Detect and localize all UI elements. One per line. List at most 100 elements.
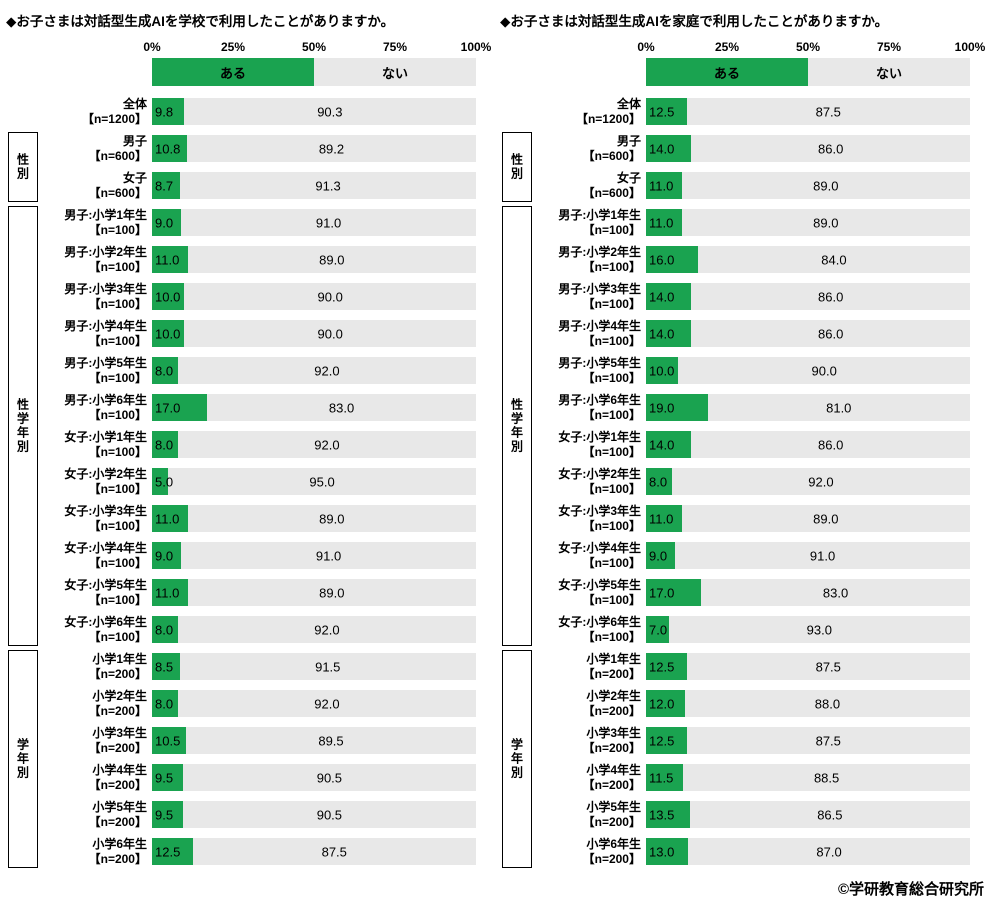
value-label-nai: 90.0 (317, 289, 343, 304)
bar: 19.0 81.0 (646, 394, 970, 421)
bar-segment-aru (152, 98, 184, 125)
value-label-aru: 14.0 (649, 289, 675, 304)
chart-row: 男子:小学1年生 【n=100】 11.0 89.0 (500, 204, 970, 241)
value-label-aru: 10.0 (155, 289, 181, 304)
value-label-nai: 86.0 (818, 326, 844, 341)
axis-row: 0% 25% 50% 75% 100% (6, 40, 491, 58)
bar-segment-aru (152, 616, 178, 643)
bar-segment-aru (152, 764, 183, 791)
bar: 9.5 90.5 (152, 801, 476, 828)
row-label: 男子:小学1年生 【n=100】 (64, 208, 147, 237)
legend-row: ある ない (500, 58, 970, 93)
value-label-nai: 86.0 (818, 141, 844, 156)
chart-row: 女子:小学3年生 【n=100】 11.0 89.0 (6, 500, 476, 537)
row-label: 男子:小学2年生 【n=100】 (64, 245, 147, 274)
bar-segment-aru (646, 98, 687, 125)
legend-row: ある ない (6, 58, 476, 93)
chart-row: 男子:小学3年生 【n=100】 10.0 90.0 (6, 278, 476, 315)
chart-row: 小学2年生 【n=200】 12.0 88.0 (500, 685, 970, 722)
bar-segment-aru (646, 468, 672, 495)
value-label-nai: 84.0 (821, 252, 847, 267)
bar-segment-aru (646, 431, 692, 458)
bar-segment-aru (646, 246, 698, 273)
row-label: 男子:小学2年生 【n=100】 (558, 245, 641, 274)
bar: 13.0 87.0 (646, 838, 970, 865)
value-label-nai: 87.0 (816, 844, 842, 859)
bar: 8.0 92.0 (152, 690, 476, 717)
bar-segment-aru (646, 172, 682, 199)
x-axis: 0% 25% 50% 75% 100% (143, 40, 491, 58)
legend-item-nai: ない (808, 58, 970, 86)
row-label: 男子:小学4年生 【n=100】 (64, 319, 147, 348)
chart-row: 女子:小学1年生 【n=100】 8.0 92.0 (6, 426, 476, 463)
bar: 12.5 87.5 (646, 727, 970, 754)
row-label: 男子 【n=600】 (582, 134, 641, 163)
chart-row: 小学6年生 【n=200】 13.0 87.0 (500, 833, 970, 870)
value-label-nai: 92.0 (314, 437, 340, 452)
bar: 12.0 88.0 (646, 690, 970, 717)
bar-segment-aru (152, 246, 188, 273)
value-label-aru: 8.0 (155, 622, 174, 637)
chart-row: 女子:小学1年生 【n=100】 14.0 86.0 (500, 426, 970, 463)
bar: 11.0 89.0 (152, 246, 476, 273)
axis-tick: 75% (382, 40, 408, 54)
axis-row: 0% 25% 50% 75% 100% (500, 40, 985, 58)
bar-segment-aru (646, 394, 708, 421)
value-label-aru: 11.0 (649, 215, 674, 230)
chart-row: 小学4年生 【n=200】 11.5 88.5 (500, 759, 970, 796)
value-label-nai: 91.0 (809, 548, 836, 563)
bar: 10.0 90.0 (646, 357, 970, 384)
row-label: 男子:小学3年生 【n=100】 (558, 282, 641, 311)
bar-segment-aru (152, 283, 185, 310)
bar-segment-aru (152, 357, 178, 384)
value-label-nai: 92.0 (314, 363, 340, 378)
chart-row: 男子:小学4年生 【n=100】 10.0 90.0 (6, 315, 476, 352)
bar-segment-aru (646, 505, 682, 532)
bar-segment-aru (646, 838, 689, 865)
chart-row: 男子:小学1年生 【n=100】 9.0 91.0 (6, 204, 476, 241)
row-label: 男子:小学5年生 【n=100】 (64, 356, 147, 385)
value-label-aru: 11.5 (649, 770, 674, 785)
bar-segment-aru (646, 690, 685, 717)
row-label: 女子:小学1年生 【n=100】 (558, 430, 641, 459)
value-label-aru: 8.0 (649, 474, 668, 489)
value-label-aru: 10.0 (649, 363, 675, 378)
bar: 10.0 90.0 (152, 320, 476, 347)
bar-segment-aru (152, 431, 178, 458)
group-bracket: 性学年別 (8, 206, 38, 646)
bar: 9.0 91.0 (152, 209, 476, 236)
value-label-aru: 8.0 (155, 363, 174, 378)
chart-row: 女子:小学6年生 【n=100】 7.0 93.0 (500, 611, 970, 648)
value-label-nai: 89.0 (813, 215, 839, 230)
value-label-nai: 89.0 (813, 511, 839, 526)
value-label-aru: 11.0 (649, 178, 674, 193)
row-label: 小学3年生 【n=200】 (582, 726, 641, 755)
value-label-nai: 89.2 (318, 141, 345, 156)
value-label-nai: 92.0 (808, 474, 834, 489)
row-label: 小学1年生 【n=200】 (582, 652, 641, 681)
chart-row: 男子 【n=600】 10.8 89.2 (6, 130, 476, 167)
value-label-aru: 9.0 (649, 548, 668, 563)
value-label-nai: 91.0 (315, 548, 342, 563)
chart-school: ◆お子さまは対話型生成AIを学校で利用したことがありますか。 0% 25% 50% 7… (6, 8, 491, 870)
group-bracket: 学年別 (502, 650, 532, 868)
bar: 9.8 90.3 (152, 98, 476, 125)
value-label-aru: 11.0 (155, 252, 180, 267)
value-label-aru: 11.0 (155, 511, 180, 526)
chart-row: 女子:小学5年生 【n=100】 11.0 89.0 (6, 574, 476, 611)
row-label: 女子:小学5年生 【n=100】 (64, 578, 147, 607)
chart-row: 女子 【n=600】 8.7 91.3 (6, 167, 476, 204)
bar-segment-aru (152, 209, 182, 236)
value-label-nai: 81.0 (826, 400, 852, 415)
value-label-aru: 11.0 (155, 585, 180, 600)
bar: 8.0 92.0 (152, 431, 476, 458)
value-label-nai: 87.5 (815, 659, 841, 674)
bar: 13.5 86.5 (646, 801, 970, 828)
chart-row: 女子:小学2年生 【n=100】 8.0 92.0 (500, 463, 970, 500)
chart-row: 小学3年生 【n=200】 12.5 87.5 (500, 722, 970, 759)
axis-spacer (6, 40, 152, 58)
value-label-nai: 83.0 (822, 585, 849, 600)
value-label-nai: 92.0 (314, 622, 340, 637)
legend-spacer (500, 58, 646, 93)
chart-row: 男子:小学5年生 【n=100】 8.0 92.0 (6, 352, 476, 389)
